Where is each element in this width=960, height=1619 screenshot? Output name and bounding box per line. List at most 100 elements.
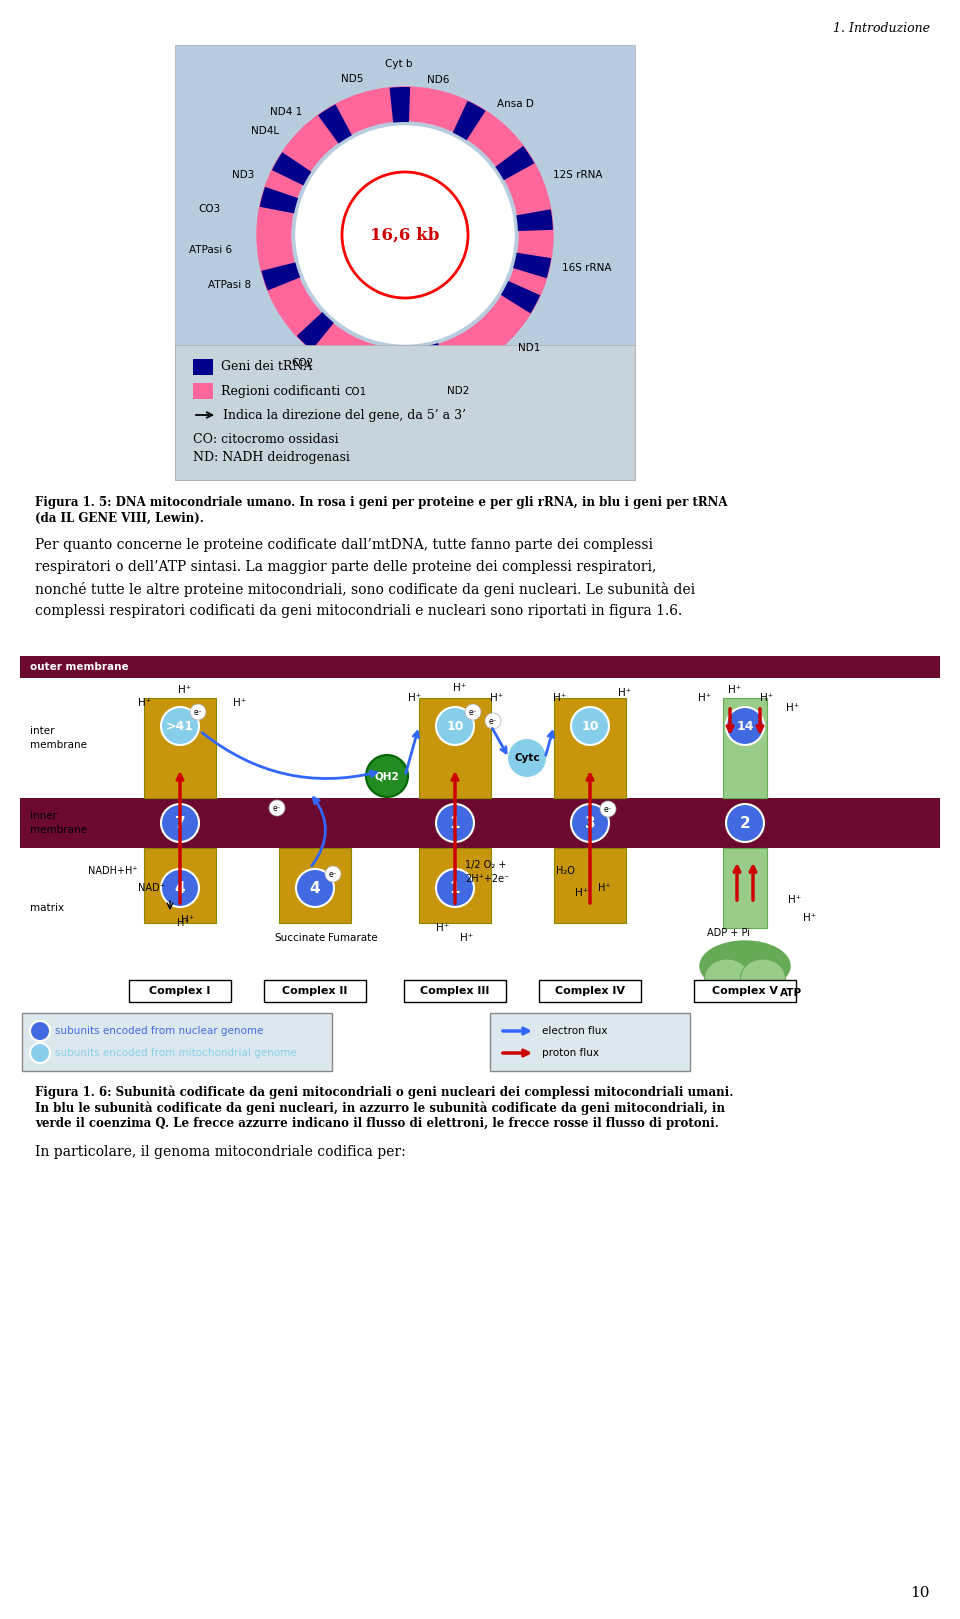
Text: H⁺: H⁺	[698, 693, 711, 703]
Bar	[193, 359, 213, 376]
Circle shape	[296, 126, 514, 343]
Text: 1: 1	[449, 816, 460, 831]
Circle shape	[366, 754, 408, 797]
Text: 16,6 kb: 16,6 kb	[371, 227, 440, 243]
Circle shape	[436, 869, 474, 907]
Circle shape	[30, 1043, 50, 1064]
Text: (da IL GENE VIII, Lewin).: (da IL GENE VIII, Lewin).	[35, 512, 204, 525]
Text: Cyt b: Cyt b	[386, 60, 413, 70]
Circle shape	[161, 708, 199, 745]
Text: Figura 1. 5: DNA mitocondriale umano. In rosa i geni per proteine e per gli rRNA: Figura 1. 5: DNA mitocondriale umano. In…	[35, 495, 728, 508]
Text: subunits encoded from mitochondrial genome: subunits encoded from mitochondrial geno…	[55, 1047, 297, 1057]
Wedge shape	[272, 152, 311, 186]
Bar	[279, 848, 351, 923]
Wedge shape	[376, 346, 399, 382]
Text: Per quanto concerne le proteine codificate dall’mtDNA, tutte fanno parte dei com: Per quanto concerne le proteine codifica…	[35, 538, 653, 552]
Text: NADH+H⁺: NADH+H⁺	[88, 866, 138, 876]
Text: ND1: ND1	[518, 343, 540, 353]
Text: inter
membrane: inter membrane	[30, 725, 87, 750]
Text: 7: 7	[175, 816, 185, 831]
Wedge shape	[513, 253, 551, 278]
Text: Complex V: Complex V	[712, 986, 778, 996]
Text: In particolare, il genoma mitocondriale codifica per:: In particolare, il genoma mitocondriale …	[35, 1145, 406, 1159]
Text: H⁺: H⁺	[437, 923, 449, 933]
Bar	[419, 698, 491, 798]
Text: verde il coenzima Q. Le frecce azzurre indicano il flusso di elettroni, le frecc: verde il coenzima Q. Le frecce azzurre i…	[35, 1117, 719, 1130]
Circle shape	[436, 708, 474, 745]
Text: H⁺: H⁺	[179, 685, 192, 695]
Text: H⁺: H⁺	[453, 683, 467, 693]
Circle shape	[30, 1022, 50, 1041]
Text: ND4L: ND4L	[251, 126, 279, 136]
Wedge shape	[261, 262, 300, 290]
Bar	[144, 848, 216, 923]
Text: e⁻: e⁻	[194, 708, 203, 717]
Text: ND3: ND3	[232, 170, 254, 180]
Text: Complex III: Complex III	[420, 986, 490, 996]
Text: 10: 10	[910, 1587, 930, 1600]
FancyBboxPatch shape	[129, 979, 231, 1002]
Wedge shape	[422, 343, 448, 380]
Text: inner
membrane: inner membrane	[30, 811, 87, 835]
Circle shape	[726, 708, 764, 745]
Text: H₂O: H₂O	[556, 866, 575, 876]
Text: ATPasi 6: ATPasi 6	[188, 244, 231, 256]
Text: e⁻: e⁻	[489, 717, 497, 725]
Text: Geni dei tRNA: Geni dei tRNA	[221, 361, 312, 374]
Circle shape	[571, 708, 609, 745]
Text: e⁻: e⁻	[273, 803, 281, 813]
Circle shape	[507, 738, 547, 779]
Text: 10: 10	[446, 719, 464, 732]
Bar	[20, 656, 940, 678]
Text: NAD⁺: NAD⁺	[138, 882, 165, 894]
Text: H⁺: H⁺	[408, 693, 421, 703]
Circle shape	[296, 869, 334, 907]
Wedge shape	[260, 186, 299, 214]
Circle shape	[600, 801, 616, 818]
Wedge shape	[390, 87, 410, 123]
Text: CO2: CO2	[291, 358, 313, 368]
Bar	[193, 384, 213, 398]
Text: electron flux: electron flux	[542, 1026, 608, 1036]
Text: ND: NADH deidrogenasi: ND: NADH deidrogenasi	[193, 450, 349, 463]
FancyBboxPatch shape	[539, 979, 641, 1002]
Bar	[144, 698, 216, 798]
FancyBboxPatch shape	[404, 979, 506, 1002]
Bar	[723, 848, 767, 928]
Text: H⁺: H⁺	[233, 698, 247, 708]
Text: H⁺: H⁺	[618, 688, 632, 698]
Bar	[554, 848, 626, 923]
Text: 3: 3	[585, 816, 595, 831]
Text: H⁺: H⁺	[491, 693, 504, 703]
Text: CO3: CO3	[199, 204, 221, 214]
Circle shape	[257, 87, 553, 384]
Text: In blu le subunità codificate da geni nucleari, in azzurro le subunità codificat: In blu le subunità codificate da geni nu…	[35, 1101, 725, 1114]
Text: 10: 10	[581, 719, 599, 732]
Bar	[175, 45, 635, 479]
Bar	[22, 1013, 332, 1072]
Text: CO: citocromo ossidasi: CO: citocromo ossidasi	[193, 432, 339, 445]
Text: ATPasi 8: ATPasi 8	[207, 280, 251, 290]
Text: Fumarate: Fumarate	[328, 933, 378, 942]
Ellipse shape	[700, 941, 790, 991]
Wedge shape	[318, 104, 352, 144]
Bar	[419, 848, 491, 923]
Text: H⁺: H⁺	[553, 693, 566, 703]
Text: Indica la direzione del gene, da 5’ a 3’: Indica la direzione del gene, da 5’ a 3’	[223, 408, 466, 421]
Text: 1/2 O₂ +: 1/2 O₂ +	[465, 860, 506, 869]
Text: CO1: CO1	[345, 387, 367, 397]
Text: H⁺: H⁺	[575, 887, 588, 899]
Text: e⁻: e⁻	[604, 805, 612, 813]
Text: Ansa D: Ansa D	[496, 99, 534, 108]
Text: Complex IV: Complex IV	[555, 986, 625, 996]
Text: respiratori o dell’ATP sintasi. La maggior parte delle proteine dei complessi re: respiratori o dell’ATP sintasi. La maggi…	[35, 560, 657, 575]
Text: H⁺: H⁺	[760, 693, 774, 703]
Text: >41: >41	[166, 719, 194, 732]
Ellipse shape	[705, 958, 750, 997]
Bar	[723, 698, 767, 798]
Text: ND4 1: ND4 1	[270, 107, 302, 118]
Text: Cytc: Cytc	[515, 753, 540, 763]
FancyBboxPatch shape	[694, 979, 796, 1002]
Bar	[20, 798, 940, 848]
Circle shape	[485, 712, 501, 729]
